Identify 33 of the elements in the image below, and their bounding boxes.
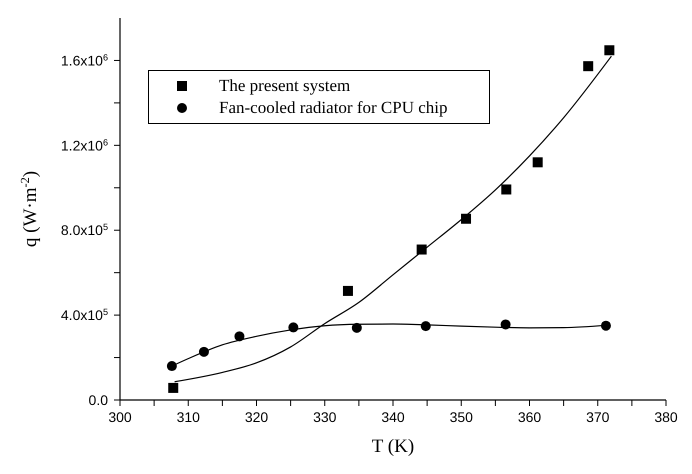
x-tick-label: 370 [586, 409, 610, 425]
x-tick-label: 320 [244, 409, 268, 425]
point [604, 45, 614, 56]
point [501, 184, 512, 194]
point [416, 244, 427, 255]
x-axis-title: T (K) [372, 436, 414, 457]
point [168, 382, 178, 393]
point [342, 286, 353, 296]
point [461, 214, 472, 224]
x-tick-label: 350 [450, 409, 474, 425]
legend-label: Fan-cooled radiator for CPU chip [219, 98, 448, 117]
point [288, 322, 298, 332]
x-tick-label: 380 [654, 409, 678, 425]
point [198, 346, 209, 357]
y-tick-label: 4.0x10$^{5}$ [60, 307, 108, 324]
point [352, 322, 362, 333]
x-tick-label: 300 [108, 409, 132, 425]
point [583, 61, 594, 72]
y-tick-label: 1.6x10$^{6}$ [60, 52, 108, 68]
x-tick-label: 330 [313, 409, 337, 425]
point [234, 331, 244, 342]
point [600, 320, 611, 331]
point [532, 157, 543, 168]
y-tick-label: 0.0 [88, 392, 108, 408]
point [500, 319, 511, 330]
point [166, 361, 177, 372]
legend-label: The present system [219, 76, 350, 95]
point [420, 321, 431, 332]
x-tick-label: 360 [518, 409, 542, 425]
y-tick-label: 1.2x10$^{6}$ [60, 137, 108, 154]
x-tick-label: 310 [176, 409, 200, 425]
x-tick-label: 340 [381, 409, 405, 425]
y-tick-label: 8.0x10$^{5}$ [60, 222, 108, 238]
